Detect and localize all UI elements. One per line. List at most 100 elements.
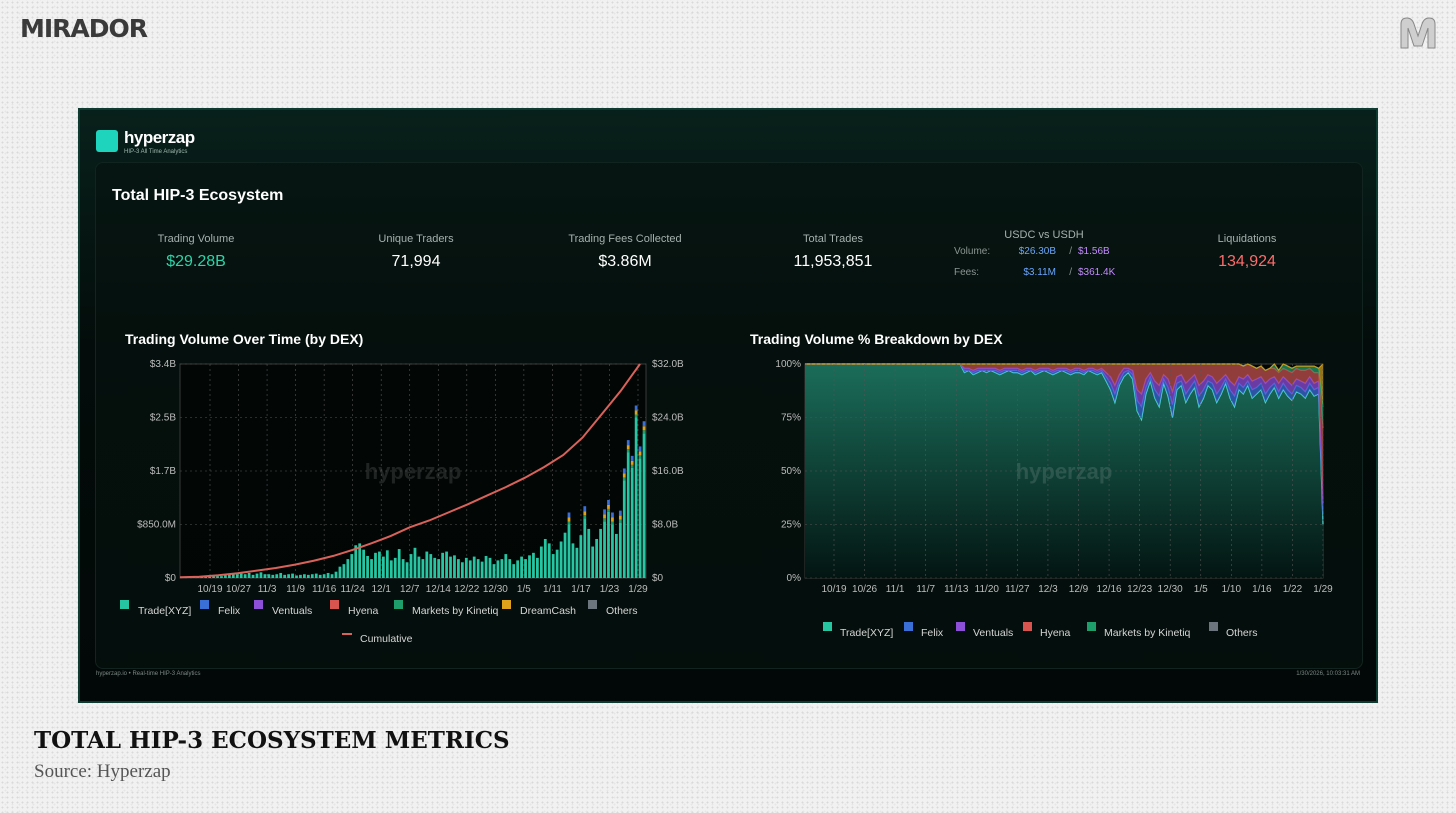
app-subtitle: HIP-3 All Time Analytics — [124, 149, 188, 155]
volume-bar — [559, 541, 563, 578]
legend-swatch — [120, 600, 129, 609]
volume-bar — [539, 546, 543, 578]
volume-bar-segment — [567, 521, 571, 525]
section-title: Total HIP-3 Ecosystem — [112, 187, 284, 204]
volume-bar-segment — [603, 514, 606, 519]
y-tick: 50% — [781, 466, 801, 477]
breakdown-chart-title: Trading Volume % Breakdown by DEX — [750, 331, 1003, 347]
volume-bar — [247, 572, 251, 578]
volume-bar — [409, 554, 413, 578]
legend-swatch — [200, 600, 209, 609]
metric-value: $29.28B — [166, 253, 226, 270]
y-tick: 0% — [787, 573, 802, 584]
volume-bar — [397, 549, 401, 578]
volume-bar — [563, 532, 567, 578]
volume-bar — [520, 556, 523, 578]
volume-bar — [366, 555, 369, 578]
volume-bar — [334, 571, 338, 578]
x-tick: 11/7 — [916, 584, 935, 595]
volume-bar — [417, 556, 421, 578]
volume-bar — [385, 550, 389, 578]
x-tick: 12/7 — [400, 584, 420, 595]
legend-swatch — [1023, 622, 1032, 631]
legend-swatch — [394, 600, 403, 609]
volume-breakdown-chart: hyperzap 0% 25% 50% 75% 100% 10/19 10/26 11/1 11/… — [775, 359, 1333, 639]
volume-bar — [370, 559, 373, 578]
y-tick-right: $8.0B — [652, 520, 678, 531]
legend-swatch — [502, 600, 511, 609]
volume-bar — [318, 574, 322, 578]
usdc-fees-row: Fees: $3.11M / $361.4K — [954, 265, 1134, 283]
metric-value: 71,994 — [391, 253, 441, 270]
y-tick-left: $3.4B — [150, 359, 176, 370]
usdc-vs-usdh: USDC vs USDH Volume: $26.30B / $1.56B Fe… — [954, 229, 1134, 283]
y-tick-right: $16.0B — [652, 466, 684, 477]
y-tick-right: $0 — [652, 573, 664, 584]
volume-bar — [220, 576, 223, 578]
volume-bar-segment — [622, 473, 626, 478]
volume-bar — [421, 559, 425, 578]
y-tick-right: $32.0B — [652, 359, 684, 370]
x-tick: 12/30 — [1158, 584, 1183, 595]
volume-bar-segment — [567, 512, 571, 518]
volume-bar — [583, 518, 587, 578]
x-tick: 12/14 — [426, 584, 451, 595]
volume-bar — [433, 557, 437, 578]
mirador-m-logo — [1400, 17, 1436, 49]
hyperzap-dashboard: hyperzap HIP-3 All Time Analytics Total … — [78, 108, 1378, 703]
volume-bar-segment — [638, 446, 642, 452]
x-tick: 12/16 — [1097, 584, 1122, 595]
legend-label: Ventuals — [973, 627, 1013, 639]
volume-bar — [346, 559, 350, 578]
volume-bar-segment — [642, 426, 646, 431]
volume-bar — [216, 576, 219, 578]
volume-bar — [579, 535, 583, 578]
legend-swatch — [588, 600, 597, 609]
volume-bar-segment — [618, 519, 622, 523]
volume-bar — [393, 557, 397, 578]
legend-swatch — [956, 622, 965, 631]
x-tick: 1/5 — [517, 584, 531, 595]
x-tick: 1/16 — [1252, 584, 1272, 595]
legend-swatch — [904, 622, 913, 631]
volume-bar — [437, 559, 441, 578]
x-tick: 1/23 — [600, 584, 620, 595]
x-tick: 12/3 — [1038, 584, 1058, 595]
volume-bar — [267, 574, 271, 578]
volume-bar — [449, 556, 452, 578]
usdc-volume-row: Volume: $26.30B / $1.56B — [954, 244, 1134, 262]
legend-label: Felix — [218, 605, 241, 617]
x-tick: 1/22 — [1283, 584, 1303, 595]
volume-bar — [374, 552, 377, 578]
metric-trading-fees: Trading Fees Collected $3.86M — [525, 233, 725, 271]
volume-bar — [536, 557, 539, 578]
volume-bar — [575, 547, 579, 578]
volume-bar-segment — [607, 499, 610, 505]
volume-bar — [626, 452, 630, 578]
footer-source: hyperzap.io • Real-time HIP-3 Analytics — [96, 671, 201, 677]
volume-bar — [231, 574, 235, 578]
volume-bar — [259, 572, 263, 578]
usdc-vs-usdh-title: USDC vs USDH — [1004, 229, 1084, 241]
volume-bar — [405, 562, 409, 578]
volume-bar — [551, 554, 555, 578]
volume-bar — [299, 574, 302, 578]
legend-label: Hyena — [1040, 627, 1071, 639]
volume-bar — [516, 560, 520, 578]
volume-bar-segment — [567, 517, 571, 522]
volume-bar — [634, 417, 638, 578]
x-tick: 12/30 — [483, 584, 508, 595]
legend-label: Markets by Kinetiq — [1104, 627, 1191, 639]
x-tick: 10/27 — [226, 584, 251, 595]
volume-bar-segment — [607, 508, 610, 512]
volume-bar — [571, 543, 575, 578]
volume-bar — [504, 554, 508, 578]
volume-bar-segment — [626, 445, 630, 450]
volume-bar-segment — [622, 468, 626, 474]
volume-bar — [283, 574, 287, 578]
volume-bar — [310, 574, 314, 578]
volume-bar — [212, 576, 215, 578]
volume-usdc: $26.30B — [1018, 246, 1056, 257]
x-tick: 11/1 — [886, 584, 905, 595]
volume-bar — [611, 524, 614, 578]
